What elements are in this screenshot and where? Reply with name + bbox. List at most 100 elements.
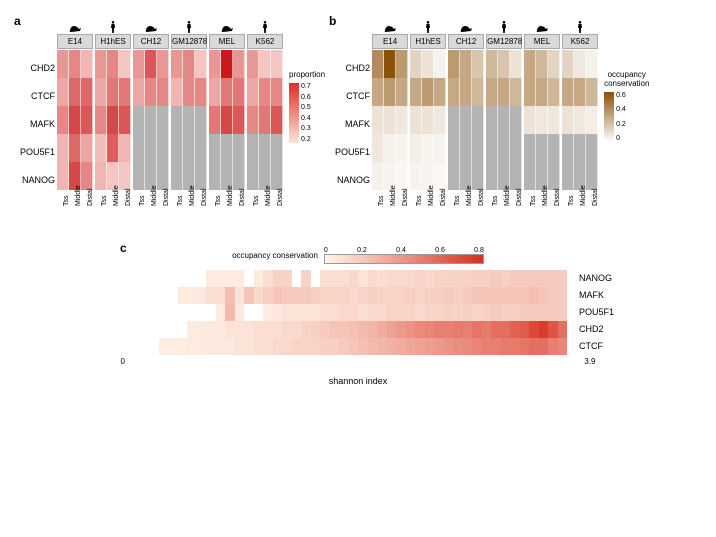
x-tick: Middle [113, 194, 120, 206]
heatmap-cell [282, 321, 292, 338]
legend-tick: 0.2 [301, 136, 311, 143]
heatmap-cell [247, 50, 259, 78]
heatmap-cell [159, 338, 169, 355]
heatmap-cell [221, 50, 233, 78]
heatmap-cell [168, 321, 178, 338]
col-header: E14 [372, 34, 408, 49]
heatmap-cell [209, 162, 221, 190]
heatmap-cell [524, 162, 536, 190]
heatmap-cell [130, 321, 140, 338]
heatmap-cell [472, 134, 484, 162]
heatmap-cell [130, 304, 140, 321]
heatmap-cell [330, 321, 340, 338]
heatmap-cell [372, 162, 384, 190]
x-tick: Tss [416, 194, 423, 206]
heatmap-cell [171, 106, 183, 134]
x-tick: Tss [492, 194, 499, 206]
mouse-icon [220, 20, 234, 34]
heatmap-cell [206, 338, 216, 355]
heatmap-cell [453, 304, 463, 321]
heatmap-cell [235, 321, 245, 338]
heatmap-cell [221, 106, 233, 134]
heatmap-cell [434, 338, 444, 355]
heatmap-cell [221, 134, 233, 162]
heatmap-cell [311, 304, 321, 321]
heatmap-cell [586, 162, 598, 190]
heatmap-cell [119, 78, 131, 106]
heatmap-cell [558, 321, 568, 338]
heatmap-cell [282, 287, 292, 304]
heatmap-cell [168, 287, 178, 304]
heatmap-cell [529, 287, 539, 304]
heatmap-cell [396, 304, 406, 321]
heatmap-cell [247, 78, 259, 106]
heatmap-cell [273, 287, 283, 304]
heatmap-cell [415, 270, 425, 287]
heatmap-cell [233, 106, 245, 134]
heatmap-cell [168, 270, 178, 287]
heatmap-cell [377, 270, 387, 287]
heatmap-cell [157, 162, 169, 190]
heatmap-cell [330, 270, 340, 287]
heatmap-cell [254, 270, 264, 287]
heatmap-cell [410, 50, 422, 78]
heatmap-cell [320, 321, 330, 338]
row-label: POU5F1 [20, 138, 55, 166]
heatmap-cell [235, 287, 245, 304]
heatmap-cell [463, 338, 473, 355]
x-tick: Distal [87, 194, 94, 206]
legend-tick: 0.8 [474, 247, 484, 254]
x-tick: Middle [75, 194, 82, 206]
heatmap-cell [548, 321, 558, 338]
heatmap-cell [586, 50, 598, 78]
heatmap-cell [425, 338, 435, 355]
x-tick: Distal [125, 194, 132, 206]
heatmap-cell [486, 106, 498, 134]
heatmap-cell [396, 321, 406, 338]
heatmap-cell [482, 287, 492, 304]
heatmap-cell [377, 287, 387, 304]
heatmap-cell [387, 338, 397, 355]
panel-a-label: a [14, 14, 21, 28]
heatmap-cell [57, 162, 69, 190]
heatmap-cell [121, 321, 131, 338]
heatmap-cell [107, 50, 119, 78]
heatmap-cell [410, 162, 422, 190]
heatmap-cell [444, 338, 454, 355]
col-header: K562 [247, 34, 283, 49]
heatmap-cell [574, 50, 586, 78]
heatmap-cell [171, 50, 183, 78]
heatmap-cell [206, 304, 216, 321]
heatmap-cell [384, 78, 396, 106]
heatmap-cell [111, 338, 121, 355]
heatmap-cell [339, 321, 349, 338]
heatmap-cell [539, 321, 549, 338]
heatmap-cell [510, 134, 522, 162]
heatmap-cell [448, 134, 460, 162]
x-tick: Middle [504, 194, 511, 206]
legend-tick: 0.6 [435, 247, 445, 254]
heatmap-cell [520, 338, 530, 355]
row-label: MAFK [579, 287, 614, 304]
heatmap-cell [57, 134, 69, 162]
row-label: CHD2 [20, 54, 55, 82]
mouse-icon [459, 20, 473, 34]
heatmap-cell [187, 287, 197, 304]
heatmap-cell [548, 162, 560, 190]
row-label: NANOG [579, 270, 614, 287]
heatmap-cell [384, 106, 396, 134]
heatmap-cell [140, 321, 150, 338]
heatmap-cell [501, 270, 511, 287]
heatmap-cell [121, 270, 131, 287]
x-tick: Middle [189, 194, 196, 206]
heatmap-cell [539, 270, 549, 287]
heatmap-cell [524, 106, 536, 134]
x-tick: Middle [428, 194, 435, 206]
heatmap-cell [368, 287, 378, 304]
heatmap-cell [387, 321, 397, 338]
heatmap-cell [244, 321, 254, 338]
heatmap-cell [81, 78, 93, 106]
heatmap-cell [486, 50, 498, 78]
heatmap-cell [235, 304, 245, 321]
heatmap-cell [486, 162, 498, 190]
